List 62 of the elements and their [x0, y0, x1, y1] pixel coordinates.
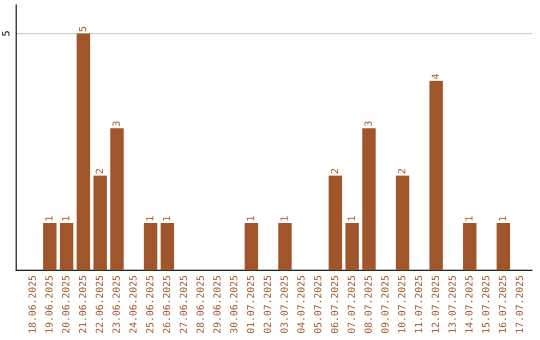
x-tick-label: 12.07.2025	[432, 276, 439, 333]
x-tick-label: 06.07.2025	[330, 276, 338, 334]
data-label: 1	[146, 216, 154, 220]
data-label: 2	[398, 168, 406, 174]
x-tick-label: 04.07.2025	[297, 276, 305, 334]
x-tick-label: 24.06.2025	[129, 276, 137, 333]
data-label: 4	[432, 74, 439, 80]
bar	[496, 222, 510, 270]
x-tick-label: 05.07.2025	[314, 276, 322, 334]
x-tick-label: 19.06.2025	[45, 276, 53, 333]
x-tick-label: 01.07.2025	[246, 276, 254, 334]
data-label: 3	[364, 121, 372, 126]
bar	[463, 222, 476, 270]
data-label: 2	[330, 168, 338, 174]
x-tick-label: 15.07.2025	[482, 276, 490, 333]
data-label: 1	[280, 216, 288, 220]
x-tick-label: 26.06.2025	[162, 276, 170, 333]
x-tick-label: 29.06.2025	[213, 276, 221, 333]
bar	[144, 222, 158, 270]
data-label: 3	[112, 121, 120, 126]
data-label: 1	[162, 216, 170, 220]
x-tick-label: 28.06.2025	[196, 276, 204, 333]
bar	[396, 176, 410, 270]
data-label: 1	[246, 216, 254, 220]
bar	[244, 222, 258, 270]
bar	[429, 80, 443, 270]
x-tick-label: 09.07.2025	[381, 276, 389, 334]
bar	[43, 222, 57, 270]
x-tick-label: 08.07.2025	[364, 276, 372, 334]
x-tick-label: 10.07.2025	[398, 276, 406, 333]
x-tick-label: 25.06.2025	[146, 276, 154, 333]
x-tick-label: 02.07.2025	[264, 276, 272, 334]
bar	[345, 222, 359, 270]
data-label: 1	[348, 216, 355, 220]
data-label: 2	[96, 168, 103, 174]
x-tick-label: 07.07.2025	[348, 276, 356, 334]
bar	[328, 176, 342, 270]
bar	[278, 222, 292, 270]
data-label: 1	[45, 216, 52, 220]
bar	[160, 222, 174, 270]
x-tick-label: 13.07.2025	[448, 276, 456, 333]
data-label: 1	[62, 216, 70, 220]
x-tick-label: 22.06.2025	[96, 276, 104, 333]
bar	[60, 222, 74, 270]
x-tick-label: 20.06.2025	[62, 276, 70, 333]
x-tick-label: 23.06.2025	[112, 276, 120, 333]
x-tick-label: 17.07.2025	[516, 276, 523, 333]
bar	[110, 128, 124, 270]
x-tick-label: 03.07.2025	[280, 276, 288, 334]
x-tick-label: 18.06.2025	[28, 276, 36, 333]
data-label: 1	[465, 216, 472, 220]
x-tick-label: 30.06.2025	[230, 276, 238, 334]
data-label: 1	[498, 216, 506, 220]
x-tick-label: 27.06.2025	[180, 276, 188, 333]
data-label: 5	[78, 26, 86, 32]
bar	[76, 34, 90, 270]
x-tick-label: 21.06.2025	[78, 276, 86, 333]
x-tick-label: 11.07.2025	[414, 276, 422, 333]
bar	[93, 176, 107, 270]
bar	[362, 128, 376, 270]
x-tick-label: 16.07.2025	[498, 276, 506, 333]
x-tick-label: 14.07.2025	[465, 276, 473, 333]
